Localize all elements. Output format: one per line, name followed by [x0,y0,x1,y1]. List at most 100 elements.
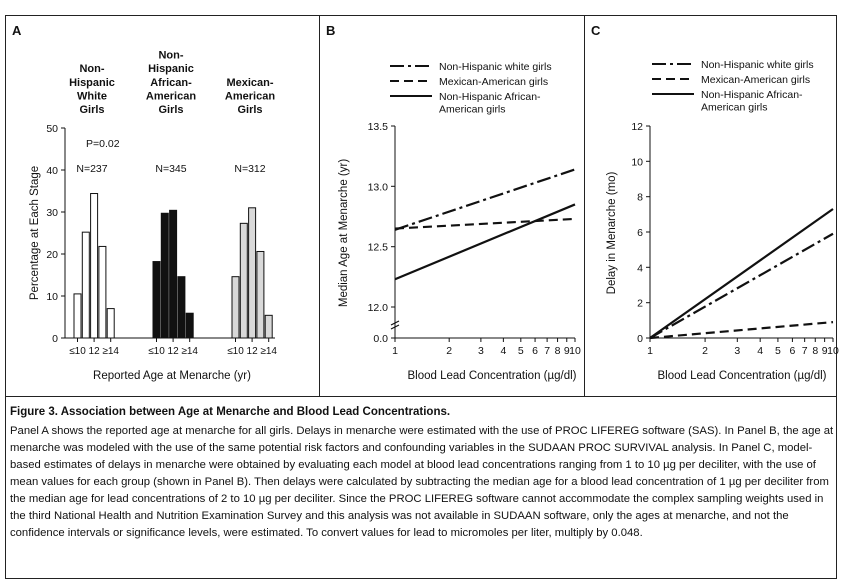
panel-b-x-tick-label: 7 [544,345,550,357]
panel-b-y-tick-label: 12.0 [368,302,389,314]
panel-a-group-title-line: Non- [79,63,104,75]
panel-a-x-tick-label: 12 [168,346,180,357]
panel-c-x-tick-label: 7 [802,345,808,357]
panel-a-bar [264,314,273,339]
panel-a-group-title-line: Girls [237,104,262,116]
panel-a-sample-size: N=312 [234,163,265,175]
panel-a-group-title-line: Non- [158,50,183,62]
panel-a-group-title-line: Girls [158,104,183,116]
panel-b-x-tick-label: 9 [564,345,570,357]
panel-a-x-tick-label: ≤10 [148,346,165,357]
panel-a-y-label: Percentage at Each Stage [29,166,41,300]
panel-c-legend: Non-Hispanic white girls Mexican-American… [652,59,814,114]
panel-b-legend-label: Non-Hispanic white girls [439,61,552,73]
panel-b-legend-label: American girls [439,104,506,116]
panel-a-y-tick-label: 20 [46,249,58,261]
panel-b-series-line [394,168,576,231]
panel-c-legend-label: Non-Hispanic African- [701,89,803,101]
panel-c-y-tick-label: 2 [637,298,643,310]
panel-b-x-tick-label: 10 [569,345,581,357]
panel-b-y-tick-label: 12.5 [368,242,389,254]
panel-b-x-tick-label: 6 [532,345,538,357]
panel-b-legend: Non-Hispanic white girls Mexican-American… [390,61,552,116]
panel-b-line-chart: Non-Hispanic white girls Mexican-American… [338,61,581,382]
panel-c-series-line [649,208,834,339]
panel-c-x-tick-label: 5 [775,345,781,357]
panel-a-bar [98,245,107,339]
panel-a-x-tick-label: ≤10 [69,346,86,357]
panel-a-group-title-line: Girls [79,104,104,116]
panel-a-bar [231,276,240,339]
panel-a-x-tick-label: 12 [89,346,101,357]
panel-label-a: A [12,23,22,38]
panel-b-lines [394,168,576,281]
panel-a-x-ticks: ≤10 12 ≥14 ≤10 12 ≥14 ≤10 12 ≥14 [69,338,277,357]
panel-c-x-label: Blood Lead Concentration (µg/dl) [657,370,826,382]
panel-b-x-tick-label: 8 [555,345,561,357]
panel-a-group-title-line: Hispanic [69,77,115,89]
panel-a-x-label: Reported Age at Menarche (yr) [93,370,251,382]
panel-c-x-tick-label: 3 [734,345,740,357]
panel-a-bar [160,212,169,339]
panel-label-b: B [326,23,335,38]
panel-b-y-tick-label: 13.0 [368,181,389,193]
panel-b-x-tick-label: 3 [478,345,484,357]
panel-b-x-tick-label: 2 [446,345,452,357]
panel-a-x-tick-label: ≥14 [102,346,119,357]
panel-a-y-tick-label: 30 [46,207,58,219]
panel-c-y-tick-label: 6 [637,227,643,239]
panel-a-y-tick-label: 0 [52,333,58,345]
panel-c-legend-label: Non-Hispanic white girls [701,59,814,71]
panel-a-bar-chart: Non-HispanicWhiteGirlsNon-HispanicAfrica… [29,50,277,382]
panel-c-y-tick-label: 12 [631,121,643,133]
panel-c-y-tick-label: 4 [637,262,643,274]
panel-a-sample-size: N=237 [76,163,107,175]
panel-c-y-label: Delay in Menarche (mo) [606,171,618,294]
panel-b-x-tick-label: 1 [392,345,398,357]
panel-c-line-chart: Non-Hispanic white girls Mexican-American… [606,59,839,382]
panel-a-bar [152,261,161,339]
panel-a-y-tick-label: 10 [46,291,58,303]
panel-a-bar [248,207,257,339]
panel-a-x-tick-label: ≤10 [227,346,244,357]
panel-b-x-label: Blood Lead Concentration (µg/dl) [407,370,576,382]
figure-border [5,15,837,579]
panel-a-bar [169,209,178,339]
panel-b-legend-label: Non-Hispanic African- [439,91,541,103]
panel-b-axes: 0.0 12.0 12.5 13.0 13.5 1 2 3 4 5 6 7 8 9 10 [368,121,581,357]
panel-b-series-line [394,217,576,230]
panel-c-x-tick-label: 10 [827,345,839,357]
panel-a-bar [185,312,194,339]
panel-a-bar [73,293,82,339]
panel-a-group-title-line: Hispanic [148,63,194,75]
panel-c-series-line [649,232,834,339]
panel-a-group-title-line: American [225,90,275,102]
panel-a-bar [256,250,265,339]
panel-a-y-tick-label: 50 [46,123,58,135]
panel-a-group-title-line: White [77,90,107,102]
panel-a-bar [239,222,248,339]
panel-c-x-tick-label: 1 [647,345,653,357]
panel-a-x-tick-label: 12 [247,346,259,357]
panel-a-group-title-line: African- [150,77,192,89]
panel-c-y-tick-label: 8 [637,192,643,204]
panel-a-bars [73,193,273,339]
panel-b-y-tick-label: 13.5 [368,121,389,133]
panel-a-x-tick-label: ≥14 [260,346,277,357]
panel-b-y-label: Median Age at Menarche (yr) [338,159,350,307]
panel-a-sample-size: N=345 [155,163,186,175]
panel-c-legend-label: Mexican-American girls [701,74,810,86]
panel-c-x-tick-label: 2 [702,345,708,357]
panel-c-x-tick-label: 4 [757,345,763,357]
panel-a-group-titles: Non-HispanicWhiteGirlsNon-HispanicAfrica… [69,50,275,116]
figure-caption: Figure 3. Association between Age at Men… [10,404,834,542]
panel-label-c: C [591,23,601,38]
panel-b-y-tick-label: 0.0 [373,333,388,345]
panel-a-bar [90,193,99,339]
panel-b-x-tick-label: 5 [518,345,524,357]
panel-a-bar [106,308,115,339]
panel-c-x-tick-label: 9 [822,345,828,357]
panel-b-x-tick-label: 4 [500,345,506,357]
